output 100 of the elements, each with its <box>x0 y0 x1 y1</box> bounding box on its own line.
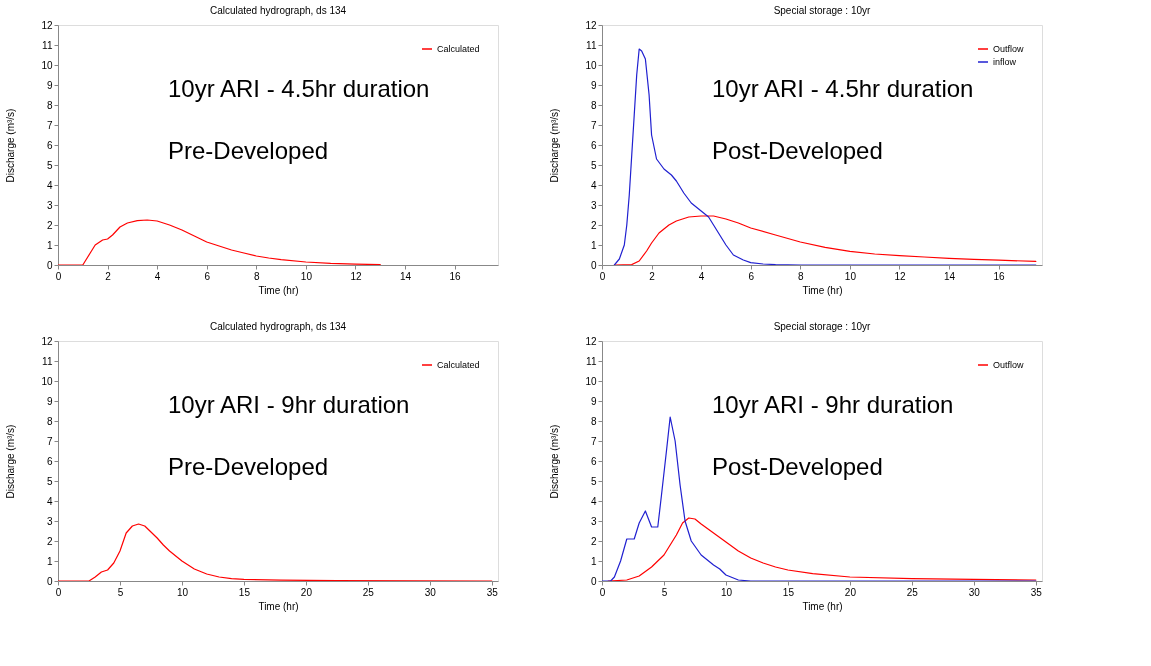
x-tick-label: 10 <box>176 586 189 598</box>
x-axis-title: Time (hr) <box>802 600 843 612</box>
y-tick-label: 12 <box>585 335 597 347</box>
y-tick-label: 0 <box>46 575 53 587</box>
y-tick-label: 2 <box>590 535 597 547</box>
x-tick-label: 25 <box>906 586 919 598</box>
y-tick-label: 4 <box>46 495 53 507</box>
legend-label: Outflow <box>993 360 1025 370</box>
y-tick-label: 0 <box>590 259 597 271</box>
y-tick-label: 3 <box>590 199 597 211</box>
y-tick-label: 0 <box>46 259 53 271</box>
y-axis-title: Discharge (m³/s) <box>5 424 17 499</box>
y-tick-label: 6 <box>46 455 53 467</box>
y-tick-label: 3 <box>46 515 53 527</box>
y-tick-label: 5 <box>590 159 597 171</box>
y-tick-label: 6 <box>590 455 597 467</box>
x-tick-label: 30 <box>424 586 437 598</box>
x-tick-label: 6 <box>204 270 211 282</box>
x-tick-label: 10 <box>300 270 313 282</box>
x-tick-label: 15 <box>782 586 795 598</box>
annotation: 10yr ARI - 4.5hr duration <box>168 74 430 102</box>
y-axis-title: Discharge (m³/s) <box>549 108 561 183</box>
y-tick-label: 0 <box>590 575 597 587</box>
x-tick-label: 12 <box>350 270 362 282</box>
y-axis-title: Discharge (m³/s) <box>549 424 561 499</box>
x-tick-label: 0 <box>599 586 606 598</box>
x-tick-label: 5 <box>661 586 668 598</box>
x-tick-label: 5 <box>117 586 124 598</box>
x-tick-label: 10 <box>720 586 733 598</box>
y-tick-label: 5 <box>46 475 53 487</box>
line-series <box>613 215 1037 265</box>
x-tick-label: 16 <box>993 270 1006 282</box>
x-tick-label: 15 <box>238 586 251 598</box>
x-tick-label: 30 <box>968 586 981 598</box>
x-tick-label: 35 <box>1030 586 1043 598</box>
annotation: 10yr ARI - 9hr duration <box>712 390 954 418</box>
x-tick-label: 10 <box>844 270 857 282</box>
y-tick-label: 3 <box>46 199 53 211</box>
x-tick-label: 0 <box>55 586 62 598</box>
x-tick-label: 25 <box>362 586 375 598</box>
y-tick-label: 2 <box>46 535 53 547</box>
y-tick-label: 1 <box>590 239 597 251</box>
y-tick-label: 11 <box>42 355 53 367</box>
y-tick-label: 4 <box>46 179 53 191</box>
y-tick-label: 8 <box>46 415 53 427</box>
x-tick-label: 4 <box>698 270 705 282</box>
x-tick-label: 20 <box>844 586 857 598</box>
legend-label: inflow <box>993 57 1017 67</box>
y-tick-label: 4 <box>590 179 597 191</box>
line-series <box>58 523 493 581</box>
annotation: Post-Developed <box>712 136 883 164</box>
annotation: 10yr ARI - 4.5hr duration <box>712 74 974 102</box>
y-tick-label: 9 <box>46 79 53 91</box>
y-tick-label: 11 <box>42 39 53 51</box>
y-tick-label: 2 <box>46 219 53 231</box>
y-tick-label: 7 <box>46 435 53 447</box>
y-tick-label: 3 <box>590 515 597 527</box>
y-tick-label: 5 <box>46 159 53 171</box>
x-tick-label: 0 <box>599 270 606 282</box>
y-tick-label: 9 <box>590 79 597 91</box>
x-tick-label: 12 <box>894 270 906 282</box>
line-series <box>58 219 381 265</box>
y-tick-label: 10 <box>41 375 53 387</box>
line-series <box>602 416 1037 581</box>
annotation: Pre-Developed <box>168 452 329 480</box>
legend-label: Calculated <box>437 360 480 370</box>
x-tick-label: 6 <box>748 270 755 282</box>
x-axis-title: Time (hr) <box>258 284 299 296</box>
x-tick-label: 8 <box>798 270 805 282</box>
chart-title: Special storage : 10yr <box>773 321 872 332</box>
x-tick-label: 14 <box>943 270 956 282</box>
y-tick-label: 10 <box>585 59 597 71</box>
y-tick-label: 6 <box>590 139 597 151</box>
x-tick-label: 2 <box>105 270 112 282</box>
y-tick-label: 9 <box>46 395 53 407</box>
y-tick-label: 7 <box>590 435 597 447</box>
x-tick-label: 20 <box>300 586 313 598</box>
x-axis-title: Time (hr) <box>802 284 843 296</box>
annotation: Pre-Developed <box>168 136 329 164</box>
annotation: Post-Developed <box>712 452 883 480</box>
y-tick-label: 7 <box>46 119 53 131</box>
annotation: 10yr ARI - 9hr duration <box>168 390 410 418</box>
y-tick-label: 10 <box>41 59 53 71</box>
chart-title: Calculated hydrograph, ds 134 <box>209 321 347 332</box>
y-tick-label: 12 <box>41 19 53 31</box>
y-tick-label: 8 <box>590 99 597 111</box>
y-tick-label: 5 <box>590 475 597 487</box>
legend-label: Outflow <box>993 44 1025 54</box>
y-tick-label: 9 <box>590 395 597 407</box>
x-axis-title: Time (hr) <box>258 600 299 612</box>
y-tick-label: 4 <box>590 495 597 507</box>
y-tick-label: 10 <box>585 375 597 387</box>
y-tick-label: 8 <box>590 415 597 427</box>
x-tick-label: 16 <box>449 270 462 282</box>
x-tick-label: 4 <box>154 270 161 282</box>
y-tick-label: 1 <box>46 239 53 251</box>
y-tick-label: 11 <box>586 39 597 51</box>
chart-title: Calculated hydrograph, ds 134 <box>209 5 347 16</box>
y-axis-title: Discharge (m³/s) <box>5 108 17 183</box>
y-tick-label: 6 <box>46 139 53 151</box>
